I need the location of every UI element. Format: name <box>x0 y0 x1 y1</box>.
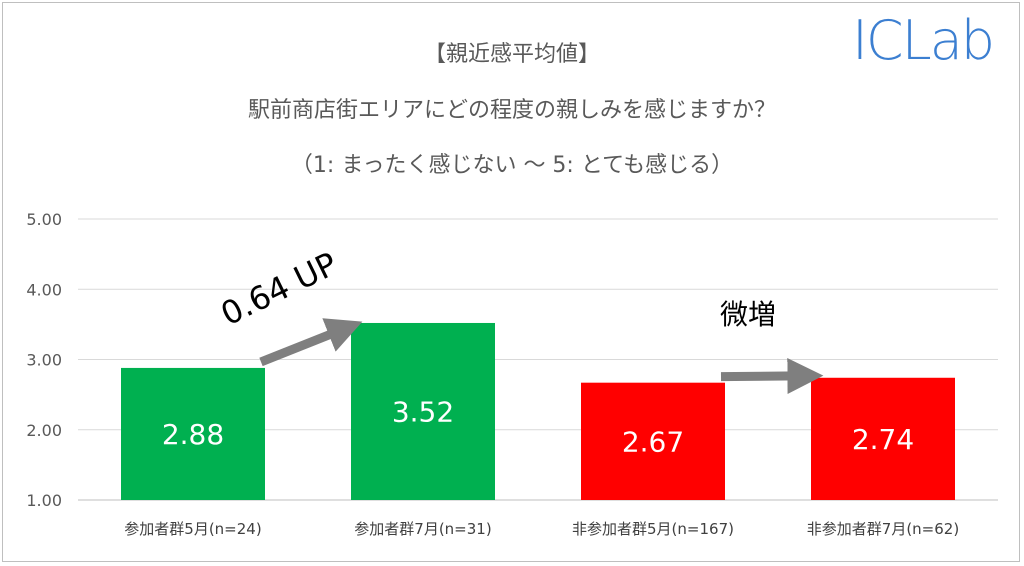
category-label: 参加者群5月(n=24) <box>124 520 261 538</box>
category-label: 非参加者群5月(n=167) <box>572 520 734 538</box>
y-tick-label: 2.00 <box>26 421 62 440</box>
y-tick-label: 5.00 <box>26 210 62 229</box>
chart-subtitle-question: 駅前商店街エリアにどの程度の親しみを感じますか？ <box>247 98 776 123</box>
trend-arrow <box>259 318 363 367</box>
category-label: 参加者群7月(n=31) <box>354 520 491 538</box>
bar-value-label: 2.67 <box>622 425 684 458</box>
category-label: 非参加者群7月(n=62) <box>807 520 959 538</box>
bar <box>121 367 265 500</box>
bar <box>581 382 725 500</box>
y-tick-label: 4.00 <box>26 280 62 299</box>
y-tick-label: 1.00 <box>26 491 62 510</box>
bar <box>351 322 495 500</box>
iclab-logo: ICLab <box>852 9 995 72</box>
bar-value-label: 2.74 <box>852 423 914 456</box>
annotation-label: 微増 <box>720 298 776 331</box>
trend-arrow <box>720 357 824 394</box>
y-tick-label: 3.00 <box>26 351 62 370</box>
bar <box>811 377 955 500</box>
bar-value-label: 2.88 <box>162 418 224 451</box>
chart-subtitle-scale: （1: まったく感じない ～ 5: とても感じる） <box>290 153 734 178</box>
bar-value-label: 3.52 <box>392 395 454 428</box>
chart-title: 【親近感平均値】 <box>423 42 600 67</box>
